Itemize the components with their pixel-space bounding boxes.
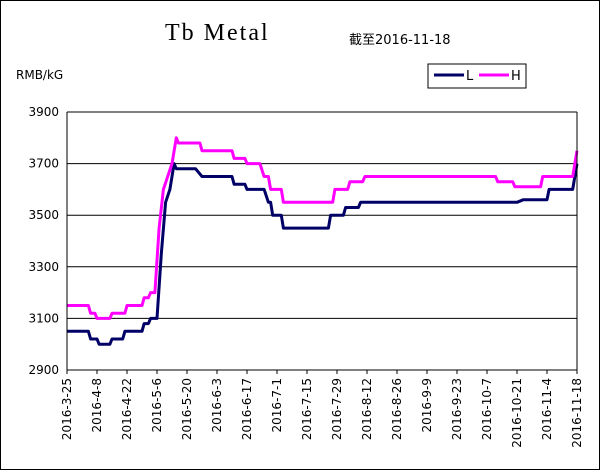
x-tick-label: 2016-10-7 bbox=[480, 378, 494, 440]
y-tick-label: 3900 bbox=[28, 105, 59, 119]
x-tick-label: 2016-7-15 bbox=[300, 378, 314, 440]
x-tick-label: 2016-7-29 bbox=[330, 378, 344, 440]
y-axis-label: RMB/kG bbox=[16, 68, 64, 82]
chart-title: Tb Metal bbox=[165, 20, 270, 46]
y-tick-label: 2900 bbox=[28, 363, 59, 377]
x-tick-label: 2016-8-26 bbox=[390, 378, 404, 440]
x-tick-label: 2016-9-9 bbox=[420, 378, 434, 432]
series-line-l bbox=[67, 162, 579, 346]
y-tick-label: 3100 bbox=[28, 311, 59, 325]
y-tick-label: 3300 bbox=[28, 260, 59, 274]
axes bbox=[66, 112, 578, 371]
x-tick-labels: 2016-3-25 2016-4-8 2016-4-22 2016-5-6 2016-5… bbox=[60, 370, 584, 448]
x-tick-label: 2016-4-22 bbox=[120, 378, 134, 440]
legend-label-l: L bbox=[466, 69, 474, 84]
chart-subtitle: 截至2016-11-18 bbox=[349, 33, 451, 48]
x-tick-label: 2016-7-1 bbox=[270, 378, 284, 432]
series-line-h bbox=[67, 136, 579, 320]
x-tick-label: 2016-5-6 bbox=[150, 378, 164, 432]
series-lines bbox=[67, 136, 579, 346]
x-tick-label: 2016-10-21 bbox=[510, 378, 524, 448]
legend-label-h: H bbox=[511, 69, 521, 84]
x-tick-label: 2016-6-3 bbox=[210, 378, 224, 432]
x-tick-label: 2016-8-12 bbox=[360, 378, 374, 440]
y-tick-label: 3500 bbox=[28, 208, 59, 222]
x-tick-label: 2016-9-23 bbox=[450, 378, 464, 440]
x-tick-label: 2016-11-18 bbox=[570, 378, 584, 448]
y-tick-labels: 2900 3100 3300 3500 3700 3900 bbox=[28, 105, 59, 377]
x-tick-label: 2016-3-25 bbox=[60, 378, 74, 440]
x-tick-label: 2016-5-20 bbox=[180, 378, 194, 440]
x-tick-label: 2016-6-17 bbox=[240, 378, 254, 440]
y-tick-label: 3700 bbox=[28, 157, 59, 171]
x-tick-label: 2016-11-4 bbox=[540, 378, 554, 440]
x-tick-label: 2016-4-8 bbox=[90, 378, 104, 432]
